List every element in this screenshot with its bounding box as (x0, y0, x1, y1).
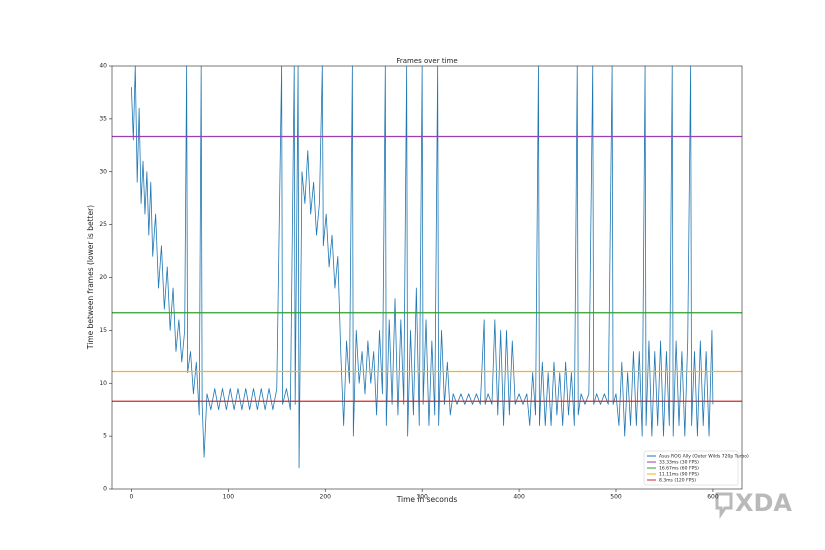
y-tick-label: 35 (99, 115, 107, 122)
y-tick-label: 10 (99, 380, 107, 387)
legend-label: 33.33ms (30 FPS) (659, 460, 699, 466)
logo-icon (715, 492, 733, 519)
legend-label: Asus ROG Ally (Outer Wilds 720p Turbo) (659, 454, 749, 460)
watermark-text: XDA (735, 489, 792, 517)
data-line (130, 66, 714, 469)
plot-frame (111, 65, 743, 490)
y-tick-label: 40 (99, 63, 107, 70)
watermark: XDA (715, 489, 792, 519)
legend-label: 8.3ms (120 FPS) (659, 478, 696, 484)
x-tick-label: 600 (707, 494, 719, 501)
x-tick-label: 0 (129, 494, 133, 501)
x-tick-label: 300 (416, 494, 428, 501)
y-tick-label: 25 (99, 221, 107, 228)
y-axis-label: Time between frames (lower is better) (86, 205, 95, 350)
y-tick-label: 15 (99, 327, 107, 334)
x-tick-label: 100 (223, 494, 235, 501)
y-tick-label: 0 (103, 486, 107, 493)
legend: Asus ROG Ally (Outer Wilds 720p Turbo)33… (643, 450, 749, 486)
y-tick-label: 20 (99, 274, 107, 281)
x-tick-label: 200 (320, 494, 332, 501)
legend-label: 11.11ms (90 FPS) (659, 472, 699, 478)
y-tick-label: 30 (99, 168, 107, 175)
x-tick-label: 500 (610, 494, 622, 501)
plot-area (112, 66, 742, 469)
legend-label: 16.67ms (60 FPS) (659, 466, 699, 472)
y-tick-label: 5 (103, 433, 107, 440)
chart-title: Frames over time (396, 57, 457, 65)
x-axis-label: Time in seconds (396, 495, 458, 504)
legend-box (643, 450, 739, 486)
x-tick-label: 400 (513, 494, 525, 501)
